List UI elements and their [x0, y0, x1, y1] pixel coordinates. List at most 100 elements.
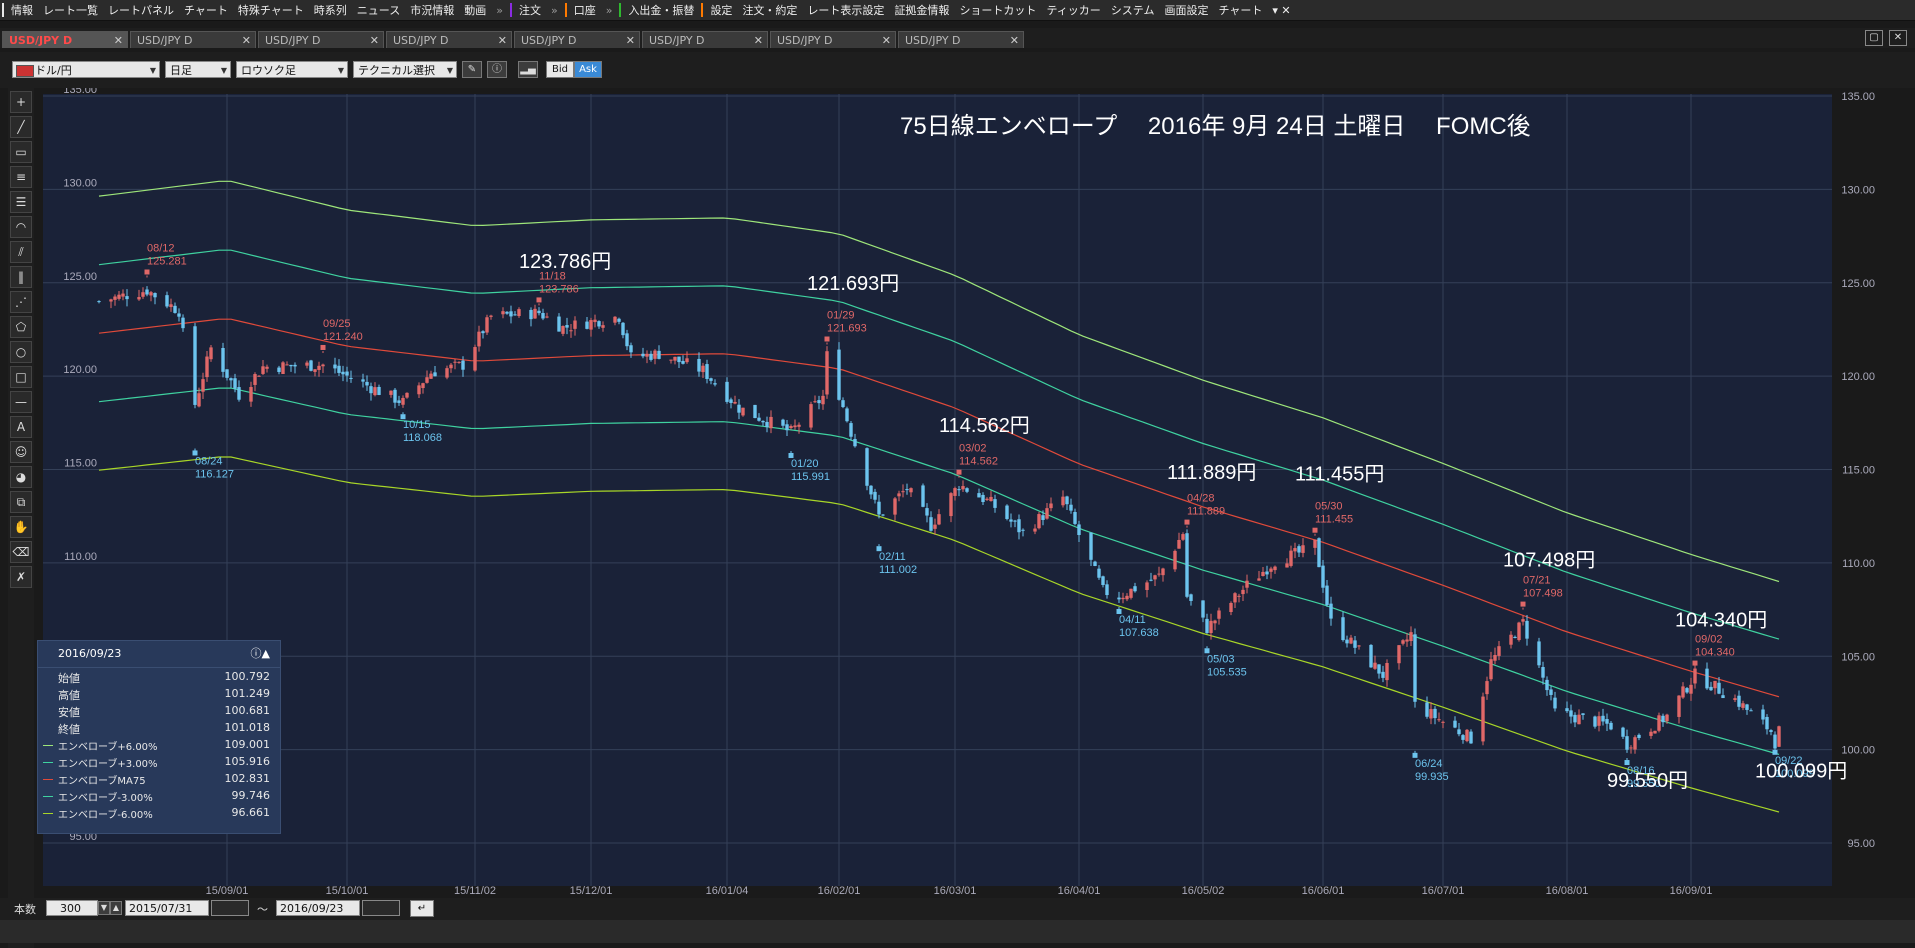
tab-close-icon[interactable]: ✕: [753, 34, 763, 47]
tab-close-icon[interactable]: ✕: [241, 34, 251, 47]
chart-tab[interactable]: USD/JPY D ✕: [770, 31, 896, 48]
count-down-button[interactable]: ▼: [98, 901, 110, 915]
stamp-icon[interactable]: ☺: [10, 441, 32, 463]
extreme-price-label: 111.002: [879, 564, 917, 576]
candle-body: [1621, 727, 1625, 737]
info-button[interactable]: ⓘ: [487, 61, 507, 78]
chart-tab[interactable]: USD/JPY D ✕: [386, 31, 512, 48]
candle-body: [1681, 686, 1685, 698]
collapse-icon[interactable]: ⓘ▲: [250, 647, 270, 660]
menu-item[interactable]: 証拠金情報: [894, 4, 950, 17]
menu-item[interactable]: 入出金・振替: [628, 4, 695, 17]
fibonacci-icon[interactable]: ☰: [10, 191, 32, 213]
technical-select[interactable]: テクニカル選択: [353, 61, 457, 79]
fan-icon[interactable]: ◠: [10, 216, 32, 238]
end-time-field[interactable]: [362, 900, 400, 916]
ask-button[interactable]: Ask: [574, 61, 602, 78]
info-row: エンベローブ-3.00% 99.746: [38, 787, 280, 804]
maximize-icon[interactable]: ▢: [1865, 30, 1883, 46]
extreme-date-label: 08/12: [147, 243, 175, 255]
tab-close-icon[interactable]: ✕: [1009, 34, 1019, 47]
chart-tab[interactable]: USD/JPY D ✕: [258, 31, 384, 48]
candle-body: [1297, 546, 1301, 553]
tab-close-icon[interactable]: ✕: [113, 34, 123, 47]
period-select[interactable]: 日足: [165, 61, 231, 79]
start-date-field[interactable]: 2015/07/31: [125, 900, 209, 916]
trendline-icon[interactable]: ╱: [10, 116, 32, 138]
tab-close-icon[interactable]: ✕: [497, 34, 507, 47]
copy-icon[interactable]: ⧉: [10, 491, 32, 513]
count-input[interactable]: 300: [46, 900, 98, 916]
currency-pair-select[interactable]: ドル/円: [12, 61, 160, 79]
menu-item[interactable]: 口座: [573, 4, 596, 17]
tab-close-icon[interactable]: ✕: [625, 34, 635, 47]
menu-item[interactable]: 特殊チャート: [237, 4, 304, 17]
ruler-icon[interactable]: ▭: [10, 141, 32, 163]
bid-button[interactable]: Bid: [546, 61, 574, 78]
menu-item[interactable]: 時系列: [313, 4, 347, 17]
chart-tab[interactable]: USD/JPY D ✕: [514, 31, 640, 48]
menu-overflow-icon[interactable]: »: [605, 3, 613, 17]
chart-area[interactable]: 135.00 135.00 130.00 130.00 125.00 125.00 120.…: [37, 84, 1915, 898]
price-annotation: 111.455円: [1295, 464, 1384, 486]
chart-tab[interactable]: USD/JPY D ✕: [898, 31, 1024, 48]
info-row: 終値 101.018: [38, 719, 280, 736]
menu-item[interactable]: レート表示設定: [807, 4, 885, 17]
candle-body: [985, 498, 989, 500]
menu-item[interactable]: レートパネル: [108, 4, 174, 17]
menu-item[interactable]: 動画: [464, 4, 487, 17]
volume-button[interactable]: ▂▄: [518, 61, 538, 78]
y-tick-label-right: 110.00: [1842, 558, 1875, 570]
menu-item[interactable]: 注文: [518, 4, 541, 17]
ma75-line: [98, 318, 1780, 698]
circle-icon[interactable]: ○: [10, 341, 32, 363]
pen-button[interactable]: ✎: [462, 61, 482, 78]
tab-close-icon[interactable]: ✕: [369, 34, 379, 47]
menu-item[interactable]: レート一覧: [43, 4, 98, 17]
crosshair-icon[interactable]: +: [10, 91, 32, 113]
hand-icon[interactable]: ✋: [10, 516, 32, 538]
candle-body: [197, 393, 201, 407]
candle-body: [1509, 634, 1513, 645]
vertical-lines-icon[interactable]: ‖: [10, 266, 32, 288]
pitchfork-icon[interactable]: ⋰: [10, 291, 32, 313]
tab-close-icon[interactable]: ✕: [881, 34, 891, 47]
menu-item[interactable]: ショートカット: [959, 4, 1037, 17]
candle-body: [1657, 715, 1661, 731]
pentagon-icon[interactable]: ⬠: [10, 316, 32, 338]
count-up-button[interactable]: ▲: [110, 901, 122, 915]
menu-overflow-icon[interactable]: »: [496, 3, 503, 17]
erase-all-icon[interactable]: ✗: [10, 566, 32, 588]
close-icon[interactable]: ✕: [1889, 30, 1907, 46]
palette-icon[interactable]: ◕: [10, 466, 32, 488]
menu-item[interactable]: チャート: [184, 4, 228, 17]
menu-item[interactable]: ニュース: [356, 4, 401, 17]
text-icon[interactable]: A: [10, 416, 32, 438]
candle-body: [957, 489, 961, 491]
menu-item[interactable]: 設定: [710, 4, 733, 17]
start-time-field[interactable]: [211, 900, 249, 916]
chart-tab[interactable]: USD/JPY D ✕: [642, 31, 768, 48]
eraser-icon[interactable]: ⌫: [10, 541, 32, 563]
refresh-button[interactable]: ↵: [410, 900, 434, 917]
hline-icon[interactable]: —: [10, 391, 32, 413]
menu-item[interactable]: 市況情報: [410, 4, 455, 17]
end-date-field[interactable]: 2016/09/23: [276, 900, 360, 916]
menu-item[interactable]: 画面設定: [1164, 4, 1209, 17]
horizontal-lines-icon[interactable]: ≡: [10, 166, 32, 188]
gann-icon[interactable]: ⫽: [10, 241, 32, 263]
menu-item[interactable]: ティッカー: [1046, 4, 1101, 17]
menu-item[interactable]: 情報: [11, 4, 33, 17]
menu-overflow-icon[interactable]: »: [550, 3, 558, 17]
rectangle-icon[interactable]: □: [10, 366, 32, 388]
chart-style-select[interactable]: ロウソク足: [236, 61, 348, 79]
chart-tab[interactable]: USD/JPY D ✕: [2, 31, 128, 48]
chart-tab[interactable]: USD/JPY D ✕: [130, 31, 256, 48]
menu-item[interactable]: システム: [1110, 4, 1155, 17]
candle-body: [645, 353, 649, 357]
menu-item[interactable]: チャート: [1218, 4, 1263, 17]
menu-item[interactable]: 注文・約定: [742, 4, 798, 17]
menu-close-icon[interactable]: ▾ ✕: [1272, 3, 1291, 17]
candle-body: [1425, 702, 1429, 717]
candle-body: [1105, 584, 1109, 596]
